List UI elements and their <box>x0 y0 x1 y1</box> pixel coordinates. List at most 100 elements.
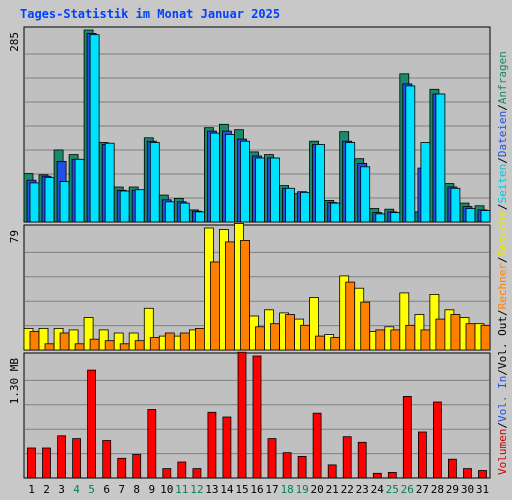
bar-volumen-day-13 <box>207 411 217 479</box>
bar-volumen-day-24 <box>372 472 382 479</box>
bar-rechner-day-19 <box>300 324 311 351</box>
bar-volumen-day-9 <box>147 409 157 479</box>
x-tick-label: 2 <box>43 483 50 496</box>
bar-seiten-day-14 <box>224 133 235 223</box>
bar-volumen-day-5 <box>87 369 96 479</box>
bar-seiten-day-11 <box>179 202 190 223</box>
legend-entry: Anfragen <box>496 51 509 104</box>
bar-volumen-day-29 <box>447 458 457 479</box>
legend-entry: / <box>496 203 509 210</box>
bar-volumen-day-20 <box>312 412 322 479</box>
bar-rechner-day-25 <box>390 329 401 351</box>
bar-seiten-day-30 <box>465 208 476 223</box>
chart-title: Tages-Statistik im Monat Januar 2025 <box>20 7 280 21</box>
bar-volumen-day-11 <box>177 461 187 479</box>
bar-seiten-day-28 <box>435 93 446 223</box>
chart-panels: 285 79 1.30 MB <box>8 26 491 479</box>
bar-rechner-day-21 <box>330 337 341 351</box>
bar-rechner-day-16 <box>255 326 265 351</box>
bar-seiten-day-20 <box>315 144 326 223</box>
bar-rechner-day-30 <box>465 323 476 351</box>
bar-rechner-day-3 <box>59 332 70 351</box>
right-legend: Volumen/Vol. In/Vol. Out/Rechner/Besuche… <box>496 51 509 475</box>
legend-entry: / <box>496 422 509 429</box>
x-tick-label: 20 <box>310 483 323 496</box>
bar-rechner-day-14 <box>224 241 235 351</box>
bar-volumen-day-1 <box>27 447 36 479</box>
bar-rechner-day-18 <box>285 314 296 351</box>
bar-seiten-day-8 <box>134 189 145 223</box>
legend-entry: / <box>496 256 509 263</box>
legend-entry: Besuche <box>496 210 509 256</box>
x-tick-label: 7 <box>118 483 125 496</box>
bar-seiten-day-1 <box>29 182 40 223</box>
bar-seiten-day-3 <box>59 181 70 223</box>
bar-seiten-day-24 <box>375 213 386 223</box>
bar-besuche-day-6 <box>98 329 109 351</box>
bar-seiten-day-26 <box>405 85 416 223</box>
x-tick-label: 24 <box>371 483 385 496</box>
bar-volumen-day-26 <box>402 395 412 479</box>
bar-besuche-day-5 <box>83 317 94 351</box>
bar-volumen-day-3 <box>57 435 66 479</box>
bar-volumen-day-22 <box>342 436 352 479</box>
bar-seiten-day-4 <box>74 158 85 223</box>
bar-volumen-day-12 <box>192 468 202 479</box>
bar-rechner-day-15 <box>240 239 250 351</box>
bar-seiten-day-7 <box>119 190 130 223</box>
legend-entry: Rechner <box>496 263 509 310</box>
bar-volumen-day-6 <box>102 440 112 479</box>
x-tick-label: 11 <box>175 483 188 496</box>
bar-besuche-day-2 <box>38 327 49 351</box>
bar-volumen-day-21 <box>327 464 337 479</box>
y-tick-label-bottom: 1.30 MB <box>8 358 21 405</box>
panel-middle: 79 <box>8 222 491 351</box>
bar-rechner-day-17 <box>270 323 280 351</box>
bar-seiten-day-12 <box>194 211 205 223</box>
x-tick-label: 25 <box>386 483 399 496</box>
bar-rechner-day-31 <box>480 324 491 351</box>
bar-volumen-day-4 <box>72 438 81 479</box>
panel-bottom: 1.30 MB <box>8 351 491 479</box>
bar-rechner-day-12 <box>194 327 205 351</box>
x-tick-label: 13 <box>205 483 218 496</box>
bar-seiten-day-18 <box>285 187 296 223</box>
bar-seiten-day-25 <box>390 212 401 223</box>
x-tick-label: 3 <box>58 483 65 496</box>
legend-entry: / <box>496 309 509 316</box>
bar-rechner-day-22 <box>345 281 356 351</box>
bar-volumen-day-7 <box>117 457 127 479</box>
bar-volumen-day-18 <box>282 452 292 479</box>
bar-rechner-day-1 <box>29 331 40 351</box>
bar-rechner-day-8 <box>134 340 145 351</box>
bar-volumen-day-19 <box>297 455 307 479</box>
bar-volumen-day-28 <box>432 401 442 479</box>
x-tick-label: 4 <box>73 483 80 496</box>
bar-rechner-day-11 <box>179 332 190 351</box>
x-tick-label: 21 <box>326 483 339 496</box>
bar-volumen-day-8 <box>132 454 142 479</box>
bar-rechner-day-24 <box>375 329 386 351</box>
bar-rechner-day-2 <box>44 343 55 351</box>
panel-top: 285 <box>8 26 491 223</box>
x-tick-label: 17 <box>265 483 278 496</box>
bar-rechner-day-20 <box>315 335 326 351</box>
bar-volumen-day-16 <box>252 355 262 479</box>
bar-besuche-day-7 <box>113 332 124 351</box>
bar-rechner-day-28 <box>435 318 446 351</box>
bar-seiten-day-31 <box>480 210 491 223</box>
x-tick-label: 9 <box>148 483 155 496</box>
bar-volumen-day-31 <box>478 470 487 479</box>
bar-seiten-day-5 <box>89 34 100 223</box>
bar-seiten-day-19 <box>300 191 311 223</box>
y-tick-label-middle: 79 <box>8 230 21 243</box>
bar-volumen-day-23 <box>357 441 367 479</box>
bar-seiten-day-2 <box>44 177 55 223</box>
x-tick-label: 22 <box>341 483 354 496</box>
x-tick-label: 1 <box>28 483 35 496</box>
x-tick-label: 16 <box>250 483 263 496</box>
bar-volumen-day-25 <box>387 471 397 479</box>
x-tick-label: 28 <box>431 483 444 496</box>
bar-rechner-day-13 <box>209 261 220 351</box>
